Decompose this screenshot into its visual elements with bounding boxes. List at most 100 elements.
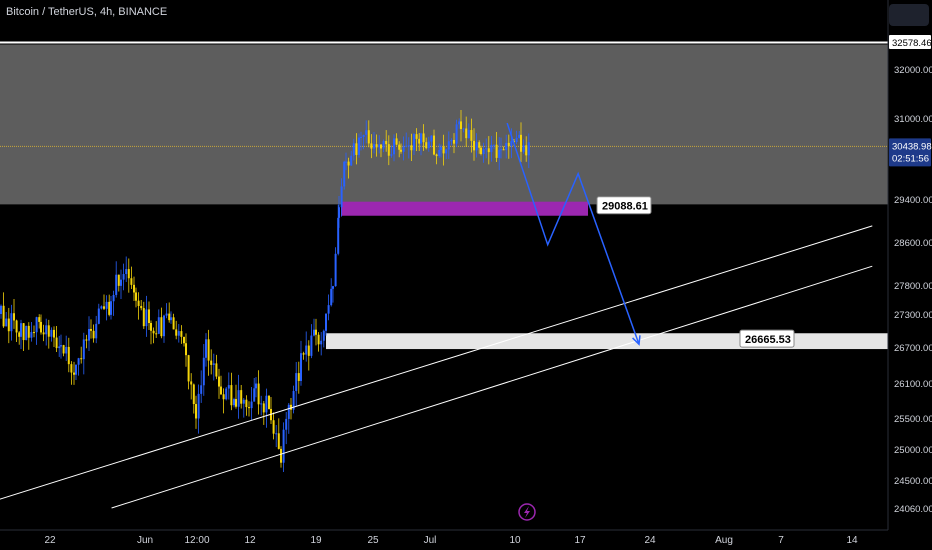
candle-body [255,383,257,389]
y-tick-label-5: 27300.00 [894,310,932,321]
candle-body [10,313,13,332]
candle-body [233,399,235,406]
projection-path[interactable] [506,122,640,345]
candle-body [507,142,510,147]
candle-body [15,320,18,333]
candle-body [334,253,337,287]
candle-body [225,388,228,400]
candle-body [502,149,505,151]
x-tick-label-10: Aug [715,535,733,546]
candle-body [265,395,268,413]
candle-body [95,323,98,339]
x-tick-label-0: 22 [44,535,56,546]
candle-body [58,346,61,349]
candle-body [337,217,340,254]
candle-body [338,207,340,218]
candle-body [42,332,45,335]
y-tick-label-9: 25000.00 [894,445,932,456]
y-tick-label-8: 25500.00 [894,414,932,425]
candle-body [378,144,381,148]
candle-body [375,144,378,148]
candle-body [340,186,343,208]
candle-body [362,134,365,137]
y-tick-label-7: 26100.00 [894,379,932,390]
candle-body [487,148,490,153]
candle-body [410,145,413,151]
candle-body [458,121,461,125]
candle-body [330,288,333,306]
candle-body [165,313,168,316]
upper-zone [0,44,888,205]
candle-body [163,315,165,337]
toolbar-button[interactable] [889,4,929,26]
candle-body [25,325,28,341]
candle-body [197,393,200,419]
candle-body [453,139,455,144]
trendline-2[interactable] [111,265,873,509]
candle-body [248,407,250,409]
candle-body [292,391,295,410]
candle-body [418,138,421,144]
candle-body [393,138,395,155]
candle-body [493,144,495,146]
candle-body [108,301,111,315]
candle-body [195,404,197,419]
candle-body [300,353,302,381]
candle-body [407,145,410,147]
candle-body [277,433,280,449]
candle-body [50,329,53,337]
candle-body [352,143,355,156]
candle-body [112,294,115,302]
label-26665: 26665.53 [745,334,791,346]
candle-body [73,372,75,375]
x-tick-label-6: Jul [424,535,437,546]
candle-body [187,355,190,382]
candle-body [77,358,80,365]
candle-body [90,328,92,331]
y-tick-label-0: 32000.00 [894,65,932,76]
candle-body [322,330,325,341]
y-tick-label-10: 24500.00 [894,476,932,487]
candle-body [65,346,68,354]
candle-body [242,399,245,404]
candle-body [305,345,308,355]
candle-body [515,137,518,142]
candle-body [212,363,215,365]
candle-body [33,332,35,334]
candle-body [373,144,375,149]
candle-body [482,148,485,154]
candle-body [405,145,408,147]
candle-body [275,433,278,435]
candle-body [398,144,401,150]
x-tick-label-2: 12:00 [184,535,209,546]
lightning-icon-ring[interactable] [518,503,536,521]
top-price-badge: 32578.46 [892,38,932,49]
candle-body [272,420,275,434]
candle-body [110,301,112,315]
candle-body [250,401,253,409]
candle-body [438,150,441,157]
trendline-1[interactable] [0,225,873,506]
candle-body [237,390,240,407]
candle-body [20,323,22,337]
candle-body [75,364,77,375]
candle-body [148,309,150,323]
candle-body [253,388,256,402]
white-zone [326,333,888,350]
candle-body [360,136,362,138]
candle-body [55,337,58,349]
lightning-icon[interactable] [524,506,530,518]
candle-body [53,329,55,338]
candle-body [495,144,498,158]
candle-body [522,145,525,152]
candle-body [170,317,172,321]
candle-body [133,284,135,293]
candle-body [268,395,270,409]
candle-body [317,334,320,345]
candle-body [307,345,310,356]
candle-body [215,363,218,377]
candle-body [295,373,298,392]
candle-body [445,149,448,154]
candle-body [135,292,137,301]
